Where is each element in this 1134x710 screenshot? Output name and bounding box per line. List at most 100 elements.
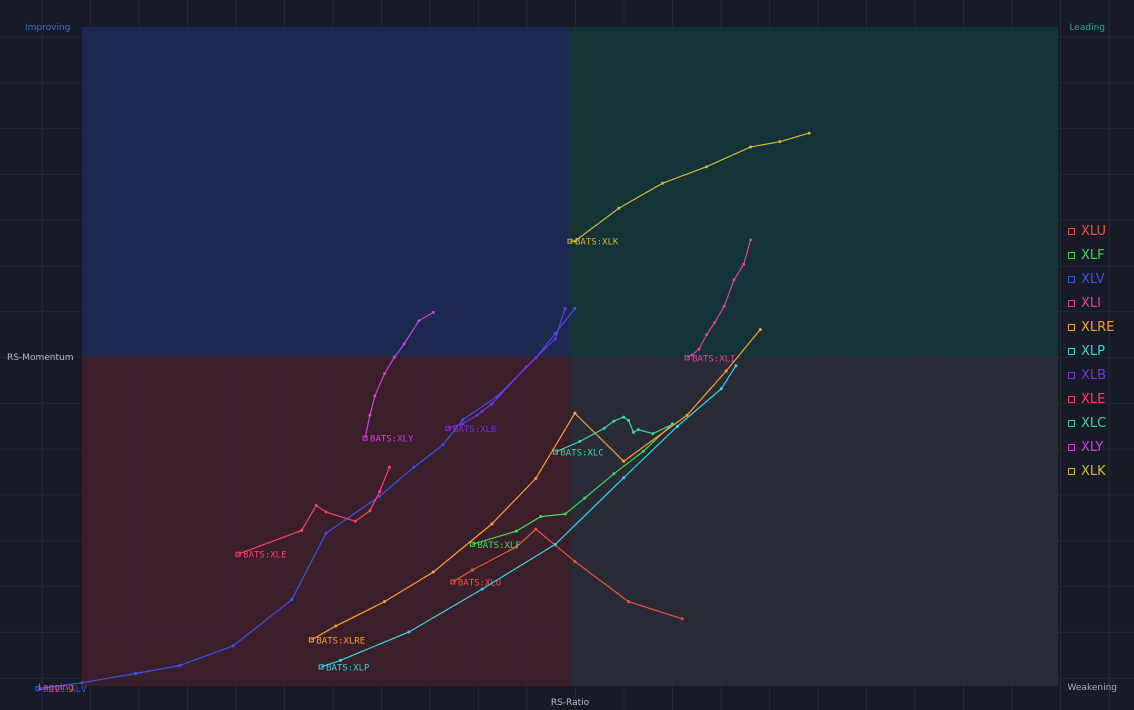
data-point — [387, 465, 391, 469]
data-point — [324, 510, 328, 514]
data-point — [178, 664, 182, 668]
legend-label: XLRE — [1081, 319, 1115, 335]
series-xli[interactable]: BATS:XLI — [684, 238, 753, 364]
head-marker — [684, 355, 690, 361]
data-point — [480, 587, 484, 591]
legend-item-xlv[interactable]: XLV — [1068, 267, 1132, 291]
data-point — [314, 503, 318, 507]
data-point — [724, 369, 728, 373]
data-point — [80, 681, 84, 685]
series-xlre[interactable]: BATS:XLRE — [308, 327, 762, 646]
data-point — [622, 415, 626, 419]
legend-item-xle[interactable]: XLE — [1068, 387, 1132, 411]
quadrant-leading — [570, 27, 1058, 357]
series-xlc[interactable]: BATS:XLC — [552, 415, 674, 459]
data-point — [461, 422, 465, 426]
head-marker — [469, 541, 475, 547]
data-point — [680, 617, 684, 621]
legend-item-xlb[interactable]: XLB — [1068, 363, 1132, 387]
data-point — [300, 528, 304, 532]
legend-swatch — [1068, 395, 1075, 403]
legend-swatch — [1068, 371, 1075, 379]
quadrants — [82, 27, 1058, 686]
data-point — [749, 238, 753, 242]
point-label: BATS:XLY — [370, 435, 414, 445]
point-label: BATS:XLF — [477, 541, 520, 551]
data-point — [602, 426, 606, 430]
series-xlu[interactable]: BATS:XLU — [450, 527, 684, 621]
data-point — [690, 353, 694, 357]
quadrant-label-weakening: Weakening — [1068, 683, 1117, 693]
quadrant-label-leading: Leading — [1069, 23, 1105, 33]
quadrant-label-improving: Improving — [25, 23, 70, 33]
legend-swatch — [1068, 323, 1075, 331]
data-point — [339, 658, 343, 662]
data-point — [705, 333, 709, 337]
data-point — [734, 364, 738, 368]
data-point — [685, 413, 689, 417]
data-point — [807, 131, 811, 135]
head-marker — [552, 449, 558, 455]
series-xlb[interactable]: BATS:XLB — [445, 306, 567, 435]
y-axis-label: RS-Momentum — [7, 353, 74, 363]
series-line — [364, 311, 434, 439]
legend-item-xlf[interactable]: XLF — [1068, 243, 1132, 267]
legend-item-xlc[interactable]: XLC — [1068, 411, 1132, 435]
data-point — [573, 239, 577, 243]
data-point — [461, 418, 465, 422]
data-point — [563, 512, 567, 516]
legend-item-xlre[interactable]: XLRE — [1068, 315, 1132, 339]
data-point — [712, 321, 716, 325]
data-point — [670, 422, 674, 426]
head-marker — [362, 435, 368, 441]
data-point — [407, 630, 411, 634]
point-label: BATS:XLRE — [316, 636, 365, 646]
data-point — [612, 472, 616, 476]
legend-label: XLF — [1081, 247, 1105, 263]
legend-swatch — [1068, 275, 1075, 283]
data-point — [758, 327, 762, 331]
data-point — [480, 409, 484, 413]
series-xlk[interactable]: BATS:XLK — [567, 131, 811, 248]
data-point — [134, 671, 138, 675]
data-point — [534, 527, 538, 531]
legend-label: XLE — [1081, 391, 1106, 407]
data-point — [490, 522, 494, 526]
point-label: BATS:XLU — [458, 578, 501, 588]
data-point — [573, 411, 577, 415]
data-point — [578, 440, 582, 444]
series-line — [570, 132, 810, 242]
data-point — [722, 304, 726, 308]
data-point — [514, 529, 518, 533]
data-point — [383, 372, 387, 376]
series-xlp[interactable]: BATS:XLP — [318, 364, 738, 673]
series-xle[interactable]: BATS:XLE — [235, 465, 391, 561]
legend-label: XLK — [1081, 463, 1106, 479]
data-point — [402, 342, 406, 346]
head-marker — [567, 238, 573, 244]
series-xly[interactable]: BATS:XLY — [362, 310, 435, 445]
point-label: BATS:XLK — [575, 238, 619, 248]
legend-label: XLI — [1081, 295, 1101, 311]
data-point — [373, 394, 377, 398]
point-label: BATS:XLC — [560, 449, 603, 459]
legend-item-xlu[interactable]: XLU — [1068, 219, 1132, 243]
data-point — [742, 262, 746, 266]
head-marker — [308, 637, 314, 643]
legend-item-xly[interactable]: XLY — [1068, 435, 1132, 459]
series-line — [447, 308, 566, 429]
legend-item-xli[interactable]: XLI — [1068, 291, 1132, 315]
data-point — [353, 519, 357, 523]
point-label: BATS:XLB — [453, 425, 496, 435]
data-point — [675, 424, 679, 428]
legend-item-xlp[interactable]: XLP — [1068, 339, 1132, 363]
data-point — [534, 476, 538, 480]
x-axis-label: RS-Ratio — [551, 698, 590, 708]
legend-swatch — [1068, 443, 1075, 451]
quadrant-label-lagging: Lagging — [38, 683, 74, 693]
legend-item-xlk[interactable]: XLK — [1068, 459, 1132, 483]
data-point — [627, 600, 631, 604]
data-point — [378, 490, 382, 494]
data-point — [705, 165, 709, 169]
